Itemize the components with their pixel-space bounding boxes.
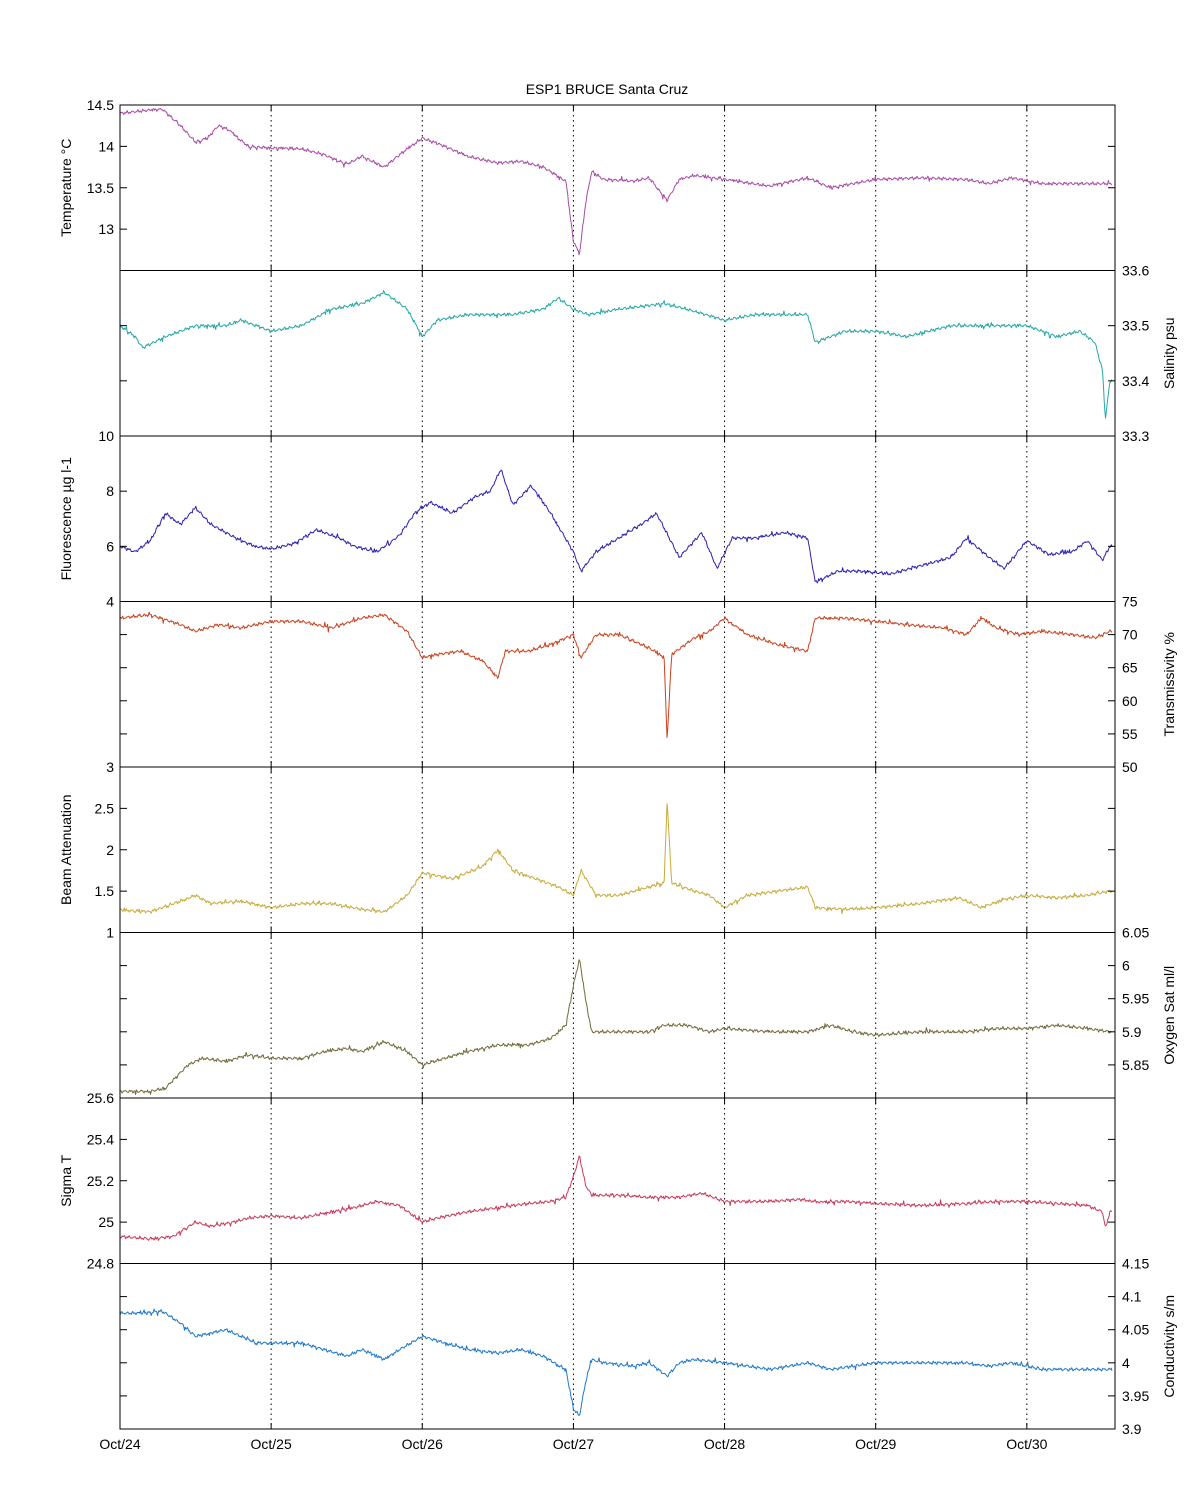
y-tick-label: 3.9	[1122, 1421, 1142, 1437]
y-tick-label: 1	[106, 925, 114, 941]
y-tick-label: 33.6	[1122, 263, 1149, 279]
y-tick-label: 25.4	[87, 1131, 114, 1147]
y-tick-label: 50	[1122, 759, 1138, 775]
y-tick-label: 2.5	[95, 800, 115, 816]
y-tick-label: 8	[106, 483, 114, 499]
series-line	[119, 803, 1113, 915]
y-tick-label: 10	[98, 428, 114, 444]
y-tick-label: 33.4	[1122, 373, 1149, 389]
series-line	[119, 1155, 1113, 1241]
y-tick-label: 14	[98, 138, 114, 154]
y-tick-label: 75	[1122, 594, 1138, 610]
x-tick-label: Oct/29	[855, 1436, 896, 1452]
y-tick-label: 4.05	[1122, 1322, 1149, 1338]
y-tick-label: 6	[1122, 958, 1130, 974]
y-tick-label: 60	[1122, 693, 1138, 709]
panel-frame	[119, 1263, 1116, 1430]
x-tick-label: Oct/28	[704, 1436, 745, 1452]
y-tick-label: 5.95	[1122, 991, 1149, 1007]
y-axis-label: Salinity psu	[1161, 317, 1177, 389]
y-axis-label: Transmissivity %	[1161, 632, 1177, 737]
y-axis-label: Fluorescence µg l-1	[58, 457, 74, 580]
y-tick-label: 55	[1122, 726, 1138, 742]
x-axis: Oct/24 Oct/25 Oct/26 Oct/27 Oct/28 Oct/29 Oct/…	[99, 1436, 1047, 1452]
y-tick-label: 1.5	[95, 883, 115, 899]
y-tick-label: 33.3	[1122, 428, 1149, 444]
panel-3: 4 6 8 10 Fluorescence µg l-1	[58, 428, 1116, 610]
y-tick-label: 14.5	[87, 97, 114, 113]
series-line	[120, 1308, 1113, 1416]
series-line	[119, 611, 1113, 738]
series-line	[119, 107, 1113, 256]
y-tick-label: 70	[1122, 627, 1138, 643]
x-tick-label: Oct/27	[553, 1436, 594, 1452]
y-tick-label: 4.15	[1122, 1256, 1149, 1272]
x-tick-label: Oct/30	[1006, 1436, 1047, 1452]
y-tick-label: 25	[98, 1214, 114, 1230]
x-tick-label: Oct/24	[99, 1436, 140, 1452]
chart-title: ESP1 BRUCE Santa Cruz	[526, 81, 689, 97]
y-tick-label: 25.6	[87, 1090, 114, 1106]
y-tick-label: 5.9	[1122, 1024, 1142, 1040]
y-tick-label: 33.5	[1122, 318, 1149, 334]
y-axis-label: Conductivity s/m	[1161, 1295, 1177, 1398]
y-tick-label: 13	[98, 221, 114, 237]
y-axis-label: Beam Attenuation	[58, 794, 74, 905]
x-tick-label: Oct/25	[251, 1436, 292, 1452]
y-tick-label: 3	[106, 759, 114, 775]
panel-5: 1 1.5 2 2.5 3 Beam Attenuation	[58, 759, 1116, 941]
y-tick-label: 4.1	[1122, 1289, 1142, 1305]
y-tick-label: 2	[106, 842, 114, 858]
y-tick-label: 6.05	[1122, 925, 1149, 941]
y-axis-label: Oxygen Sat ml/l	[1161, 966, 1177, 1065]
y-tick-label: 4	[106, 594, 114, 610]
y-tick-label: 13.5	[87, 180, 114, 196]
x-tick-label: Oct/26	[402, 1436, 443, 1452]
y-tick-label: 6	[106, 538, 114, 554]
y-tick-label: 65	[1122, 660, 1138, 676]
y-tick-label: 4	[1122, 1355, 1130, 1371]
y-axis-label: Temperature °C	[58, 139, 74, 237]
series-line	[119, 469, 1113, 584]
y-tick-label: 25.2	[87, 1173, 114, 1189]
y-tick-label: 3.95	[1122, 1388, 1149, 1404]
series-line	[119, 959, 1113, 1095]
panel-8: 3.9 3.95 4 4.05 4.1 4.15 Conductivity s/m	[119, 1256, 1177, 1437]
y-axis-label: Sigma T	[58, 1154, 74, 1206]
y-tick-label: 24.8	[87, 1256, 114, 1272]
y-tick-label: 5.85	[1122, 1057, 1149, 1073]
series-line	[119, 290, 1113, 419]
